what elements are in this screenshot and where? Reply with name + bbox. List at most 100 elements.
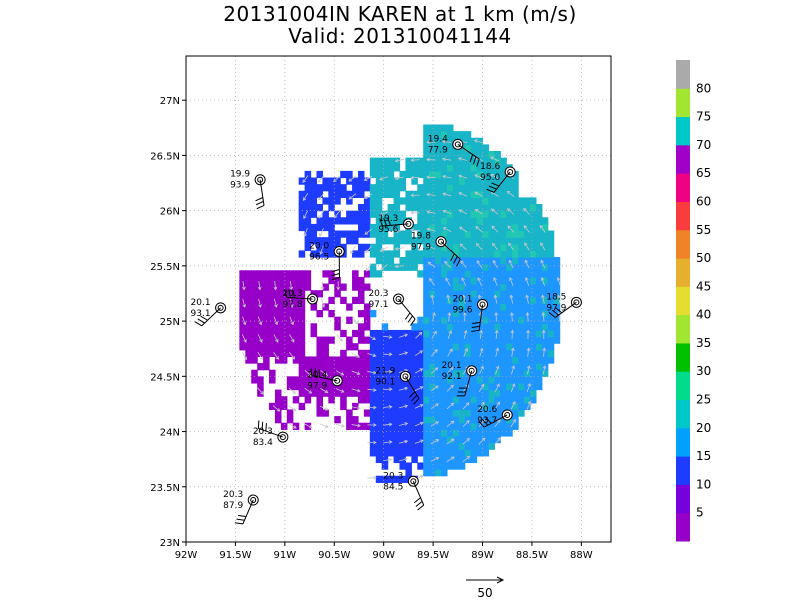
colorbar-swatch bbox=[676, 427, 690, 457]
map-title: 20131004IN KAREN at 1 km (m/s) bbox=[223, 2, 577, 26]
station-temperature: 18.5 bbox=[546, 292, 566, 302]
colorbar-swatch bbox=[676, 512, 690, 542]
colorbar-swatch bbox=[676, 60, 690, 89]
station-markers: 19.477.919.993.918.695.019.395.619.897.9… bbox=[191, 134, 582, 525]
station-marker: 20.397.8 bbox=[282, 289, 319, 310]
colorbar-label: 70 bbox=[696, 138, 711, 152]
colorbar-label: 25 bbox=[696, 393, 711, 407]
lat-lon-grid bbox=[186, 56, 611, 542]
station-marker: 20.384.5 bbox=[383, 471, 425, 511]
colorbar-label: 40 bbox=[696, 308, 711, 322]
station-marker: 20.693.7 bbox=[477, 405, 513, 428]
colorbar: 5 10 15 20 25 30 35 40 45 50 55 60 65 70 75 80 bbox=[676, 60, 711, 542]
lat-tick-label: 23N bbox=[160, 538, 180, 549]
station-marker: 19.897.9 bbox=[411, 232, 461, 267]
colorbar-label: 55 bbox=[696, 223, 711, 237]
station-pressure: 95.6 bbox=[378, 225, 398, 235]
lat-tick-label: 26N bbox=[160, 207, 180, 218]
station-temperature: 20.3 bbox=[383, 471, 403, 481]
colorbar-label: 50 bbox=[696, 251, 711, 265]
lat-tick-label: 27N bbox=[160, 96, 180, 107]
colorbar-label: 15 bbox=[696, 449, 711, 463]
lon-tick-label: 89.5W bbox=[417, 550, 449, 561]
station-pressure: 84.5 bbox=[383, 482, 403, 492]
colorbar-label: 80 bbox=[696, 81, 711, 95]
colorbar-swatch bbox=[676, 314, 690, 344]
station-temperature: 20.1 bbox=[442, 361, 462, 371]
colorbar-swatch bbox=[676, 342, 690, 372]
station-temperature: 19.3 bbox=[378, 214, 398, 224]
colorbar-label: 65 bbox=[696, 166, 711, 180]
wind-speed-field bbox=[239, 124, 561, 483]
colorbar-swatch bbox=[676, 456, 690, 485]
station-marker: 18.597.9 bbox=[546, 292, 582, 318]
station-pressure: 99.6 bbox=[452, 306, 472, 316]
longitude-ticks: 92W 91.5W 91W 90.5W 90W 89.5W 89W 88.5W 88W bbox=[175, 542, 593, 561]
station-pressure: 93.1 bbox=[191, 309, 211, 319]
station-marker: 19.477.9 bbox=[428, 134, 480, 167]
colorbar-swatch bbox=[676, 144, 690, 174]
station-pressure: 97.9 bbox=[307, 382, 327, 392]
station-marker: 20.387.9 bbox=[223, 490, 259, 525]
lat-tick-label: 23.5N bbox=[150, 483, 180, 494]
lat-tick-label: 25N bbox=[160, 317, 180, 328]
lat-tick-label: 25.5N bbox=[150, 262, 180, 273]
colorbar-swatch bbox=[676, 258, 690, 287]
station-marker: 20.383.4 bbox=[253, 420, 289, 448]
lon-tick-label: 90W bbox=[372, 550, 395, 561]
station-pressure: 95.0 bbox=[480, 173, 500, 183]
lat-tick-label: 24.5N bbox=[150, 372, 180, 383]
station-temperature: 20.3 bbox=[253, 427, 273, 437]
station-marker: 20.096.5 bbox=[309, 242, 345, 281]
station-marker: 19.395.6 bbox=[378, 214, 414, 235]
lon-tick-label: 89W bbox=[471, 550, 494, 561]
lon-tick-label: 91W bbox=[274, 550, 297, 561]
lat-tick-label: 24N bbox=[160, 428, 180, 439]
colorbar-label: 45 bbox=[696, 279, 711, 293]
station-temperature: 20.4 bbox=[307, 371, 327, 381]
station-temperature: 20.3 bbox=[223, 490, 243, 500]
station-temperature: 20.3 bbox=[282, 289, 302, 299]
station-marker: 20.192.1 bbox=[442, 361, 478, 397]
plot-frame bbox=[185, 55, 612, 543]
lat-tick-label: 26.5N bbox=[150, 151, 180, 162]
station-temperature: 20.3 bbox=[368, 289, 388, 299]
wind-vectors bbox=[241, 139, 562, 480]
station-temperature: 18.6 bbox=[480, 162, 500, 172]
colorbar-label: 60 bbox=[696, 194, 711, 208]
colorbar-swatch bbox=[676, 116, 690, 146]
station-marker: 20.199.6 bbox=[452, 295, 489, 332]
station-temperature: 19.8 bbox=[411, 232, 431, 242]
station-marker: 20.397.1 bbox=[368, 289, 416, 326]
station-pressure: 97.1 bbox=[368, 300, 388, 310]
colorbar-swatch bbox=[676, 399, 690, 429]
valid-time: Valid: 201310041144 bbox=[288, 24, 512, 48]
station-marker: 20.497.9 bbox=[307, 367, 343, 392]
station-temperature: 20.6 bbox=[477, 405, 497, 415]
colorbar-swatch bbox=[676, 201, 690, 231]
colorbar-label: 5 bbox=[696, 506, 704, 520]
station-temperature: 20.1 bbox=[452, 295, 472, 305]
station-temperature: 19.4 bbox=[428, 134, 448, 144]
colorbar-label: 20 bbox=[696, 421, 711, 435]
colorbar-label: 75 bbox=[696, 110, 711, 124]
colorbar-swatch bbox=[676, 173, 690, 202]
colorbar-swatch bbox=[676, 286, 690, 316]
colorbar-label: 35 bbox=[696, 336, 711, 350]
latitude-ticks: 23N 23.5N 24N 24.5N 25N 25.5N 26N 26.5N 27N bbox=[150, 96, 186, 549]
lon-tick-label: 92W bbox=[175, 550, 198, 561]
station-temperature: 20.0 bbox=[309, 242, 329, 252]
lon-tick-label: 91.5W bbox=[219, 550, 251, 561]
station-pressure: 83.4 bbox=[253, 438, 273, 448]
station-pressure: 97.9 bbox=[546, 303, 566, 313]
lon-tick-label: 88W bbox=[570, 550, 593, 561]
reference-vector: 50 bbox=[466, 576, 505, 600]
station-temperature: 20.1 bbox=[191, 298, 211, 308]
station-pressure: 93.7 bbox=[477, 416, 497, 426]
colorbar-swatch bbox=[676, 88, 690, 118]
colorbar-swatch bbox=[676, 229, 690, 259]
station-pressure: 87.9 bbox=[223, 501, 243, 511]
station-pressure: 97.8 bbox=[282, 300, 302, 310]
station-temperature: 19.9 bbox=[230, 170, 250, 180]
station-pressure: 77.9 bbox=[428, 145, 448, 155]
